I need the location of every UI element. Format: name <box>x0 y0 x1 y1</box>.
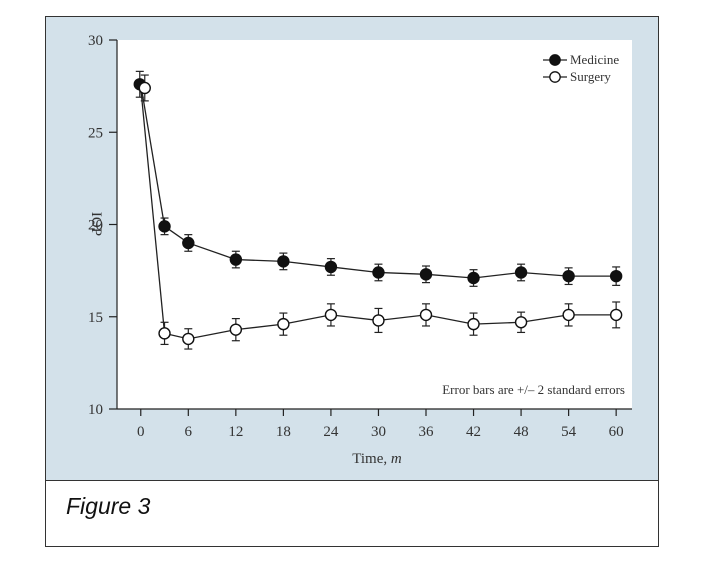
surgery-point <box>609 308 623 322</box>
x-tick-label-0: 0 <box>137 424 145 440</box>
surgery-point <box>324 308 338 322</box>
legend-surgery-marker <box>549 71 561 83</box>
legend: Medicine Surgery <box>543 52 619 84</box>
x-axis-title: Time, m <box>352 451 402 467</box>
x-tick-label-54: 54 <box>561 424 577 440</box>
y-tick-label-15: 15 <box>88 310 103 326</box>
x-tick-label-12: 12 <box>228 424 243 440</box>
x-tick-label-30: 30 <box>371 424 386 440</box>
surgery-point <box>277 317 290 331</box>
x-tick-label-60: 60 <box>609 424 624 440</box>
y-tick-label-25: 25 <box>88 125 103 141</box>
x-tick-label-48: 48 <box>514 424 529 440</box>
medicine-point <box>182 236 195 250</box>
caption-box: Figure 3 <box>45 481 659 547</box>
y-axis-title: IOP <box>88 212 104 236</box>
medicine-point <box>467 271 480 285</box>
medicine-point <box>277 255 290 268</box>
surgery-point <box>514 316 528 329</box>
y-tick-label-20: 20 <box>88 218 103 234</box>
x-tick-label-36: 36 <box>419 424 435 440</box>
medicine-point <box>324 260 338 274</box>
x-axis-title-text: Time, <box>352 451 387 467</box>
surgery-point <box>229 323 243 336</box>
series-surgery <box>138 74 623 350</box>
medicine-point <box>158 220 171 233</box>
surgery-point <box>562 308 575 322</box>
x-axis-title-unit: m <box>391 451 402 467</box>
x-tick-label-42: 42 <box>466 424 481 440</box>
legend-surgery-label: Surgery <box>570 69 611 84</box>
medicine-point <box>562 269 575 283</box>
plot-area <box>117 40 632 409</box>
x-tick-label-24: 24 <box>323 424 339 440</box>
surgery-point <box>182 332 195 346</box>
series-medicine <box>133 70 623 287</box>
x-tick-label-6: 6 <box>185 424 193 440</box>
y-tick-label-10: 10 <box>88 402 103 418</box>
surgery-point <box>467 317 480 331</box>
medicine-point <box>229 253 243 266</box>
surgery-point <box>372 314 385 327</box>
legend-medicine-marker <box>549 54 561 66</box>
legend-medicine-label: Medicine <box>570 52 619 67</box>
medicine-point <box>609 269 623 283</box>
error-bar-note: Error bars are +/– 2 standard errors <box>442 382 625 397</box>
x-tick-label-18: 18 <box>276 424 291 440</box>
y-tick-label-30: 30 <box>88 33 103 49</box>
figure-caption: Figure 3 <box>66 493 151 519</box>
medicine-point <box>372 266 385 279</box>
medicine-point <box>419 268 433 281</box>
surgery-point <box>138 81 151 95</box>
medicine-point <box>514 266 528 279</box>
surgery-point <box>158 327 171 340</box>
surgery-point <box>419 308 433 322</box>
